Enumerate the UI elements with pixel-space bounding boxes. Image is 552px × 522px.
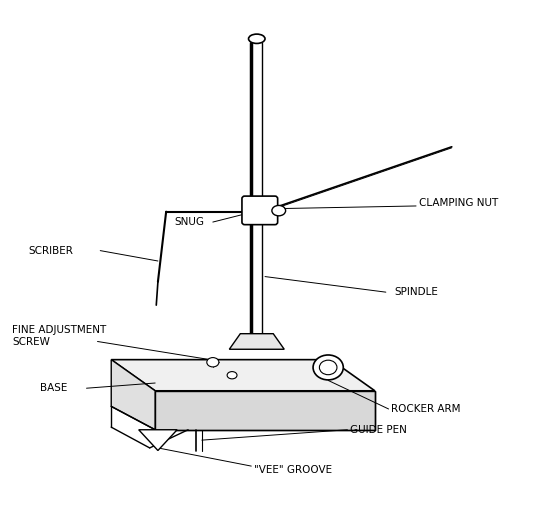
Ellipse shape [272,206,285,216]
Ellipse shape [313,355,343,380]
Polygon shape [139,430,177,450]
Text: ROCKER ARM: ROCKER ARM [391,404,461,414]
FancyBboxPatch shape [242,196,278,224]
Text: FINE ADJUSTMENT
SCREW: FINE ADJUSTMENT SCREW [12,325,107,348]
Ellipse shape [227,372,237,379]
Polygon shape [112,360,375,391]
Text: SPINDLE: SPINDLE [394,287,438,297]
Polygon shape [229,334,284,349]
Text: CLAMPING NUT: CLAMPING NUT [419,198,498,208]
Text: GUIDE PEN: GUIDE PEN [350,425,407,435]
Ellipse shape [207,358,219,367]
Text: SCRIBER: SCRIBER [29,246,74,256]
Polygon shape [155,391,375,430]
Ellipse shape [320,360,337,375]
Polygon shape [112,360,155,430]
Text: "VEE" GROOVE: "VEE" GROOVE [254,465,332,474]
Ellipse shape [248,34,265,43]
Text: SNUG: SNUG [174,217,205,227]
Text: BASE: BASE [40,383,67,393]
